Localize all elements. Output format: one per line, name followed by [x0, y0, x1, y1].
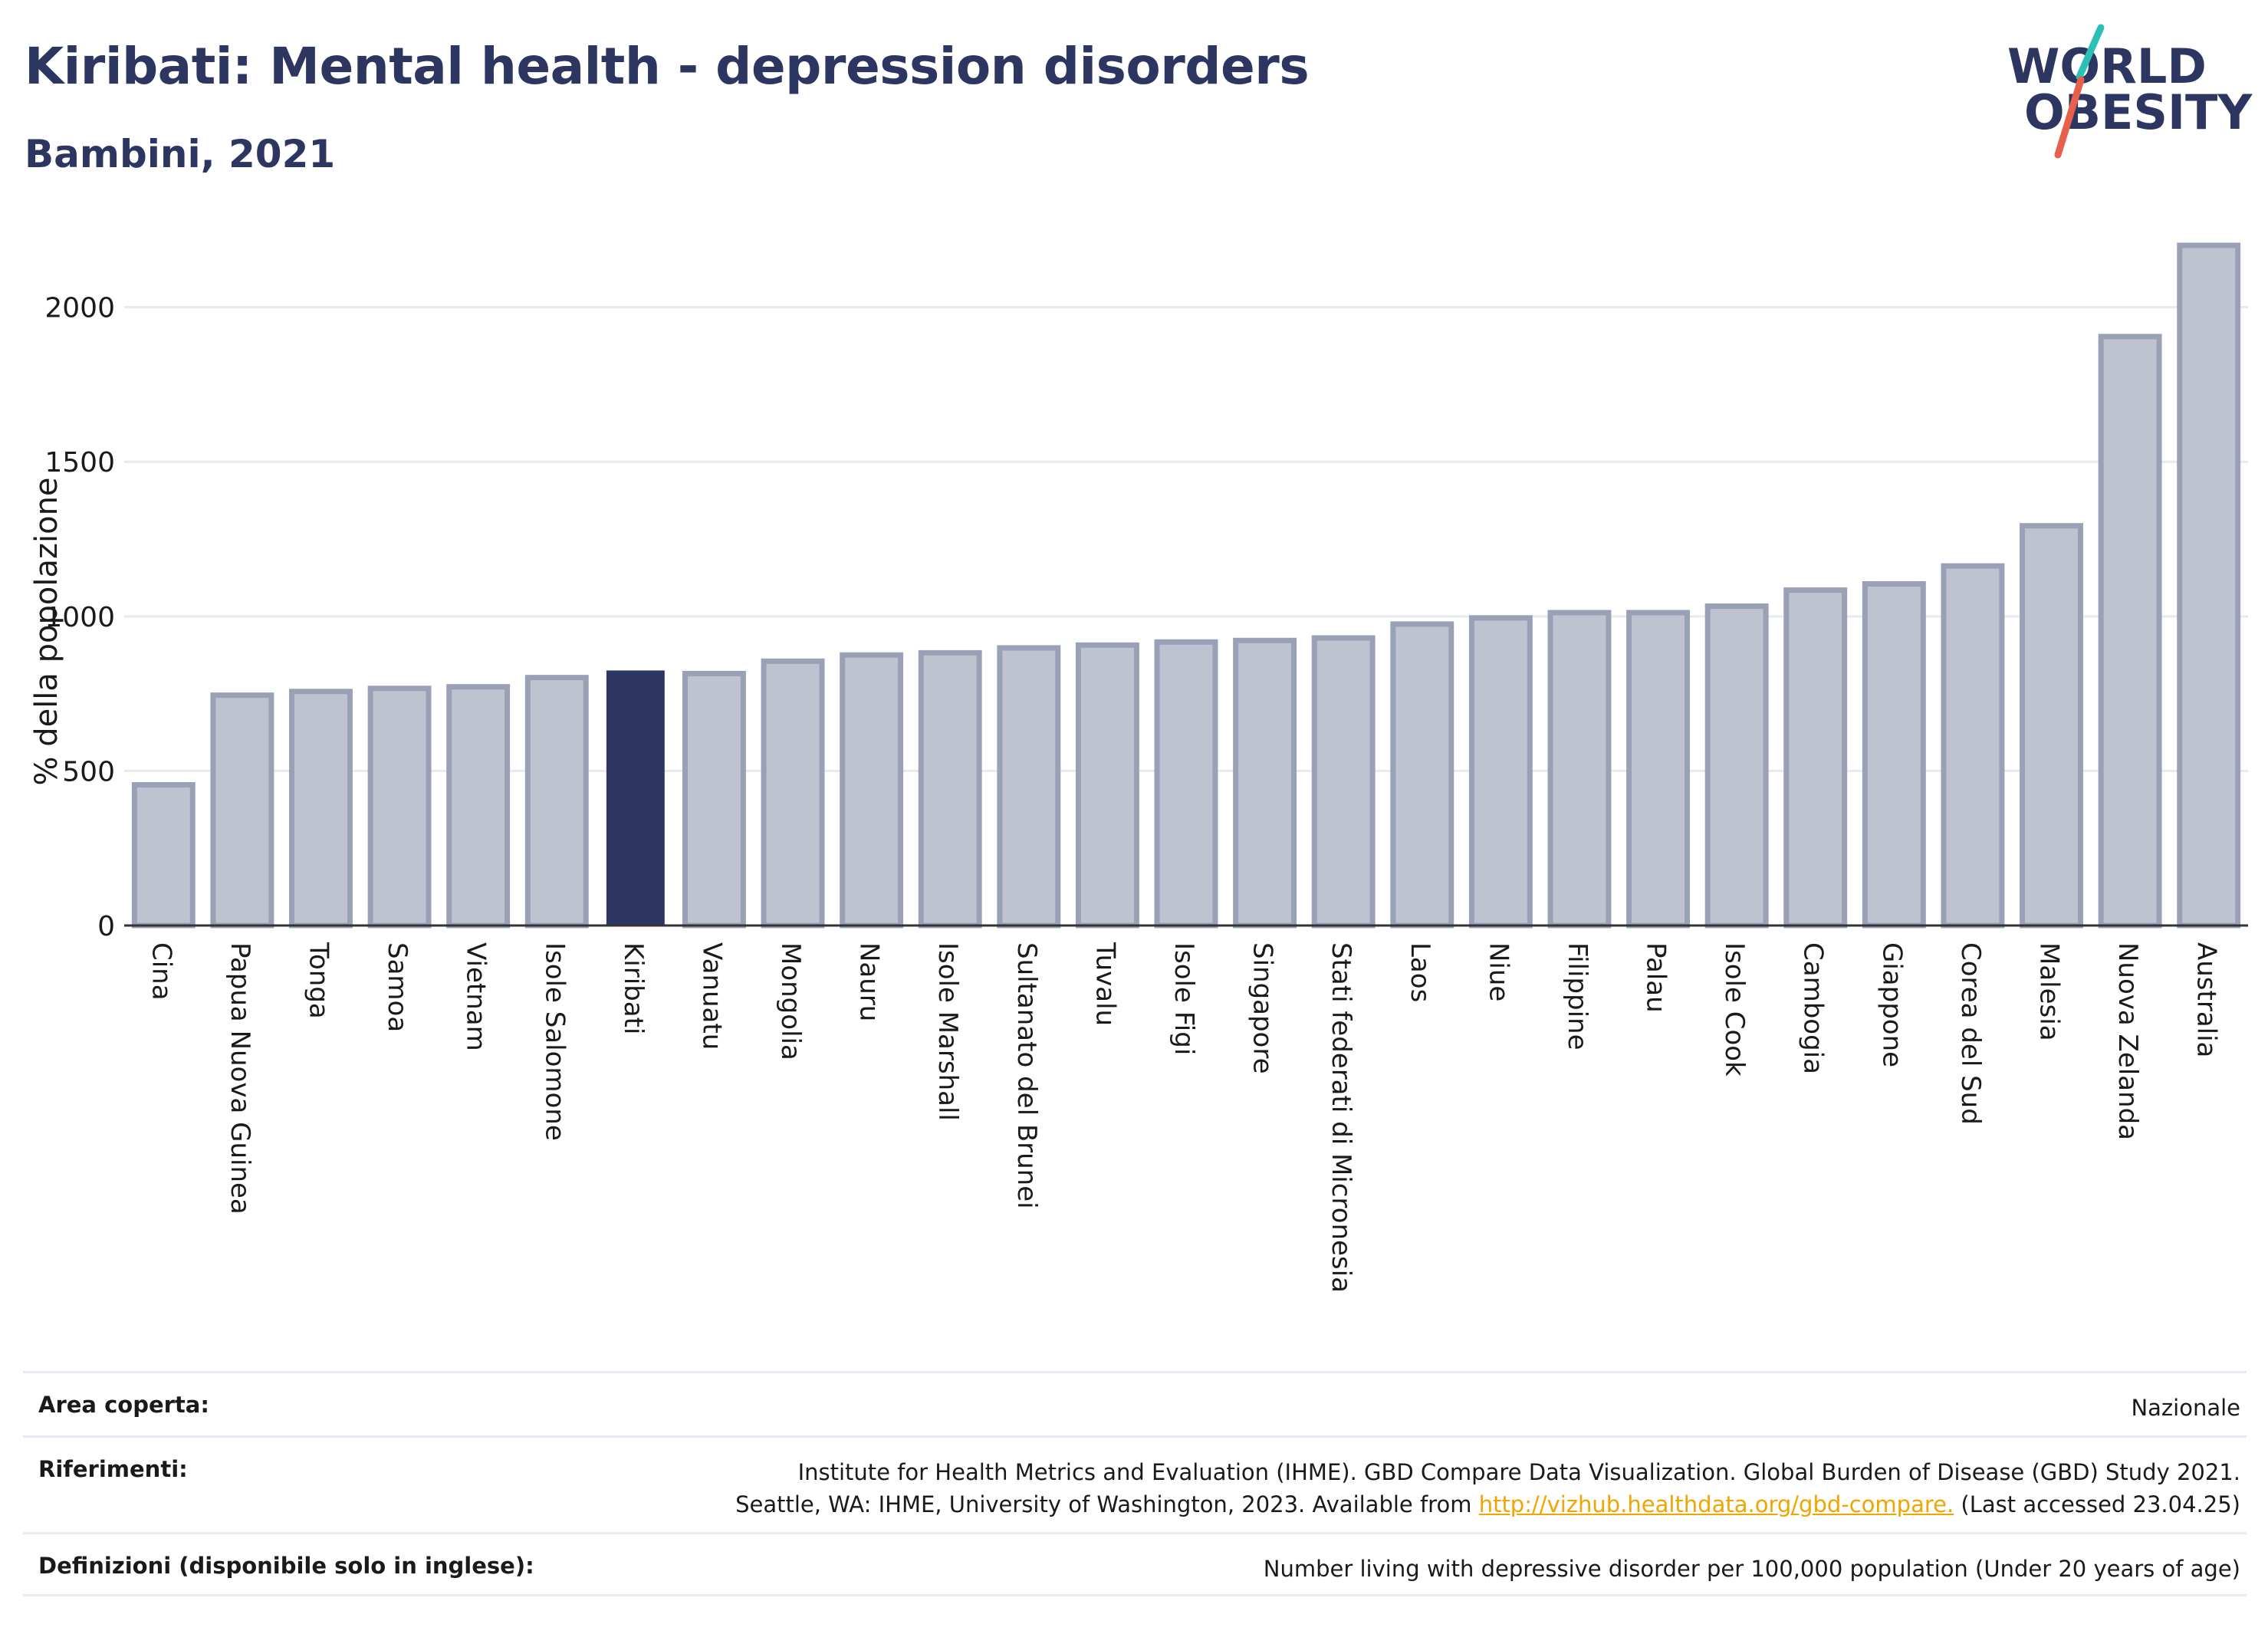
x-tick-label: Corea del Sud — [1955, 942, 1986, 1125]
y-tick-label: 1500 — [44, 447, 115, 478]
bar-samoa — [367, 685, 432, 929]
references-line1: Institute for Health Metrics and Evaluat… — [797, 1459, 2240, 1485]
x-tick-label: Vietnam — [461, 942, 491, 1051]
x-tick-label: Papua Nuova Guinea — [225, 942, 255, 1215]
bar-tonga — [289, 689, 353, 929]
chart-title: Kiribati: Mental health - depression dis… — [25, 37, 1310, 96]
bar-filippine — [1547, 610, 1612, 929]
definitions-value: Number living with depressive disorder p… — [1263, 1556, 2240, 1582]
x-tick-label: Laos — [1405, 942, 1435, 1002]
x-tick-label: Australia — [2191, 942, 2222, 1057]
bar-palau — [1626, 610, 1691, 929]
bar-vanuatu — [682, 670, 746, 929]
x-tick-label: Tonga — [303, 942, 334, 1019]
bar-malesia — [2020, 523, 2083, 929]
bar-giappone — [1862, 580, 1926, 929]
x-tick-label: Kiribati — [618, 942, 649, 1034]
meta-row-area: Area coperta: Nazionale — [23, 1371, 2247, 1435]
x-tick-label: Nuova Zelanda — [2112, 942, 2143, 1140]
logo-line1: WORLD — [2007, 38, 2207, 94]
bar-laos — [1390, 621, 1454, 929]
references-link[interactable]: http://vizhub.healthdata.org/gbd-compare… — [1478, 1491, 1954, 1517]
axes: 0 500 1000 1500 2000 % della popolazione — [29, 293, 2248, 942]
bar-chart: 0 500 1000 1500 2000 % della popolazione Cina… — [29, 242, 2248, 1293]
bar-sultanato-del-brunei — [997, 645, 1061, 929]
x-tick-label: Cina — [146, 942, 176, 1001]
bar-tuvalu — [1075, 642, 1139, 929]
bar-mongolia — [761, 658, 825, 929]
bar-niue — [1468, 615, 1533, 929]
y-axis-title: % della popolazione — [29, 477, 64, 785]
x-tick-label: Malesia — [2034, 942, 2065, 1041]
area-value: Nazionale — [2131, 1395, 2240, 1421]
references-line2-pre: Seattle, WA: IHME, University of Washing… — [735, 1491, 1479, 1517]
references-value: Institute for Health Metrics and Evaluat… — [735, 1456, 2247, 1521]
x-tick-label: Giappone — [1876, 942, 1907, 1067]
bar-papua-nuova-guinea — [210, 692, 274, 929]
y-tick-label: 500 — [62, 756, 115, 787]
bar-nuova-zelanda — [2098, 334, 2162, 929]
x-tick-label: Tuvalu — [1090, 942, 1120, 1026]
x-tick-label: Filippine — [1562, 942, 1593, 1050]
bars — [131, 242, 2241, 929]
y-tick-label: 0 — [97, 911, 115, 942]
bar-corea-del-sud — [1941, 563, 2005, 929]
x-tick-label: Sultanato del Brunei — [1011, 942, 1042, 1209]
category-labels: Cina Papua Nuova Guinea Tonga Samoa Vietnam I… — [146, 942, 2221, 1293]
y-tick-label: 1000 — [44, 602, 115, 633]
bar-isole-marshall — [918, 649, 982, 929]
x-tick-label: Isole Salomone — [539, 942, 570, 1141]
x-tick-label: Nauru — [854, 942, 885, 1021]
bar-nauru — [840, 652, 904, 929]
bar-singapore — [1233, 637, 1297, 929]
definitions-label: Definizioni (disponibile solo in inglese… — [38, 1553, 534, 1579]
x-tick-label: Isole Figi — [1169, 942, 1199, 1055]
world-obesity-logo: WORLD OBESITY — [2007, 24, 2253, 159]
references-label: Riferimenti: — [38, 1456, 188, 1482]
bar-cina — [131, 782, 196, 929]
logo-slash-red — [2054, 76, 2085, 159]
bar-isole-cook — [1704, 603, 1769, 929]
y-tick-label: 2000 — [44, 293, 115, 324]
x-tick-label: Niue — [1483, 942, 1514, 1001]
x-tick-label: Isole Marshall — [932, 942, 963, 1121]
x-tick-label: Singapore — [1247, 942, 1278, 1074]
x-tick-label: Samoa — [382, 942, 413, 1032]
bar-vietnam — [446, 684, 511, 929]
x-tick-label: Cambogia — [1798, 942, 1829, 1074]
references-line2-post: (Last accessed 23.04.25) — [1954, 1491, 2240, 1517]
area-label: Area coperta: — [38, 1392, 209, 1418]
bar-australia — [2177, 242, 2241, 929]
chart-subtitle: Bambini, 2021 — [25, 132, 336, 176]
bar-kiribati — [606, 670, 665, 925]
x-tick-label: Palau — [1641, 942, 1671, 1013]
bar-isole-figi — [1154, 639, 1218, 929]
meta-row-definitions: Definizioni (disponibile solo in inglese… — [23, 1532, 2247, 1596]
metadata-table: Area coperta: Nazionale Riferimenti: Ins… — [23, 1371, 2247, 1596]
x-tick-label: Vanuatu — [696, 942, 727, 1050]
x-tick-label: Mongolia — [775, 942, 806, 1060]
x-tick-label: Isole Cook — [1719, 942, 1750, 1077]
bar-cambogia — [1783, 587, 1848, 929]
bar-isole-salomone — [524, 675, 589, 929]
logo-slash-teal — [2076, 24, 2105, 81]
x-tick-label: Stati federati di Micronesia — [1326, 942, 1356, 1293]
bar-stati-federati-di-micronesia — [1311, 635, 1376, 929]
meta-row-references: Riferimenti: Institute for Health Metric… — [23, 1435, 2247, 1532]
